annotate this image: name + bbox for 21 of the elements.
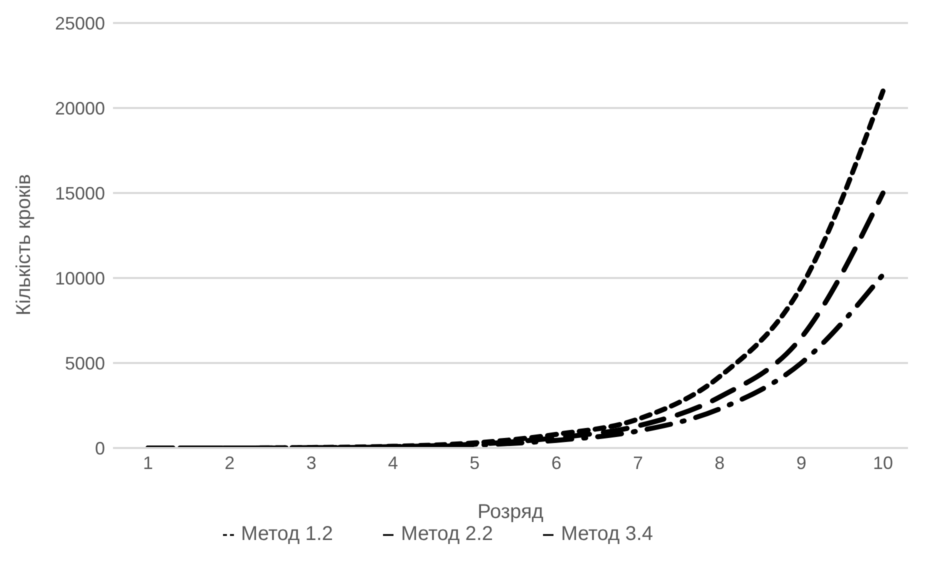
x-tick-label: 5 <box>470 452 480 473</box>
x-tick-label: 4 <box>388 452 398 473</box>
y-axis-title: Кількість кроків <box>13 174 36 316</box>
legend-label: Метод 2.2 <box>401 523 493 545</box>
y-tick-label: 10000 <box>54 268 105 288</box>
y-tick-label: 20000 <box>54 98 105 118</box>
x-axis-title: Розряд <box>478 501 544 523</box>
legend-label: Метод 1.2 <box>241 523 333 545</box>
x-tick-label: 10 <box>872 452 894 473</box>
y-tick-label: 15000 <box>54 183 105 204</box>
x-tick-label: 6 <box>551 452 562 473</box>
x-tick-label: 8 <box>714 452 725 473</box>
y-tick-label: 25000 <box>54 13 105 34</box>
x-tick-label: 1 <box>142 452 154 473</box>
legend-label: Метод 3.4 <box>561 523 653 545</box>
y-tick-label: 5000 <box>64 353 105 374</box>
y-tick-label: 0 <box>94 438 105 458</box>
x-tick-label: 2 <box>224 452 235 473</box>
x-tick-label: 3 <box>306 452 316 473</box>
x-tick-label: 7 <box>632 452 644 473</box>
x-tick-label: 9 <box>796 452 806 473</box>
